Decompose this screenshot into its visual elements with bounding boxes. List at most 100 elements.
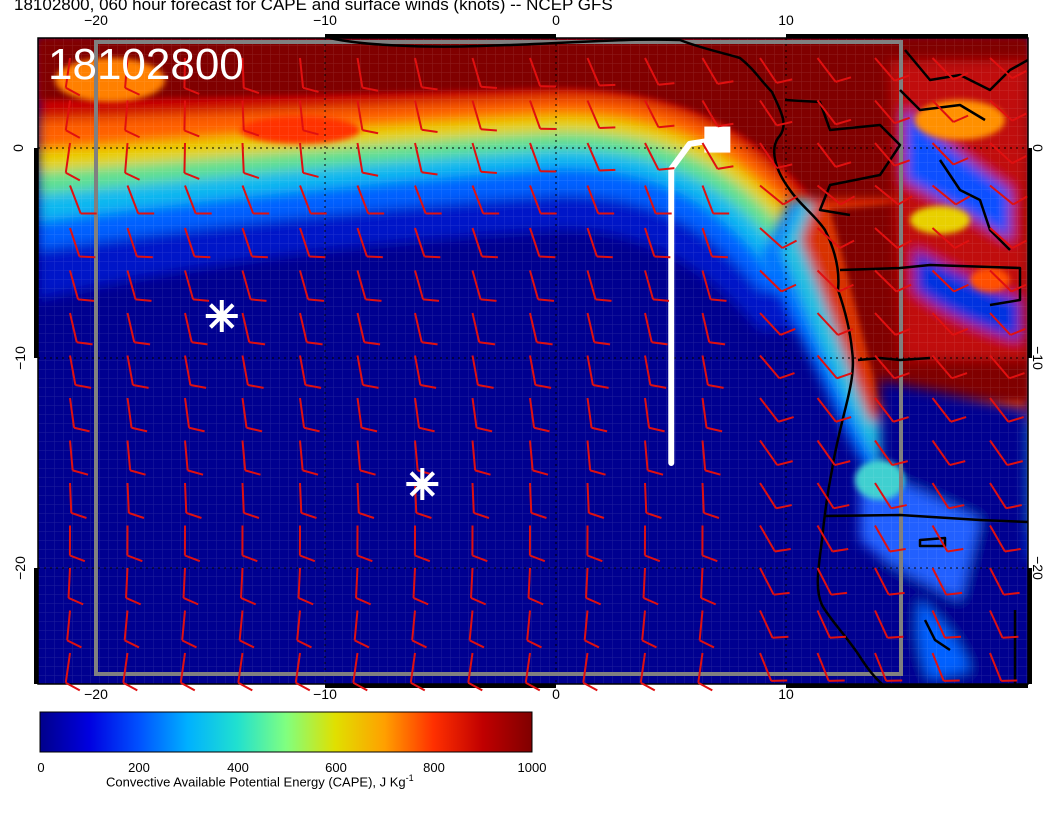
wind-barb: [529, 227, 556, 259]
markers: [205, 300, 439, 500]
wind-barb: [241, 312, 266, 346]
wind-barb: [701, 440, 721, 476]
wind-barb: [989, 312, 1026, 336]
wind-barb: [471, 270, 497, 302]
wind-barb: [874, 610, 904, 639]
wind-barb: [874, 142, 910, 167]
wind-barb: [700, 567, 717, 606]
wind-barb: [471, 142, 497, 175]
wind-barb: [698, 610, 715, 649]
wind-barb: [241, 227, 268, 259]
wind-barb: [529, 185, 557, 215]
wind-barb: [759, 269, 797, 293]
wind-barb: [241, 525, 258, 563]
wind-barb: [299, 100, 319, 136]
wind-barb: [701, 99, 734, 128]
colorbar-tick: 800: [423, 760, 445, 775]
wind-barb: [989, 439, 1023, 467]
wind-barb: [526, 610, 542, 649]
map-title: 18102800, 060 hour forecast for CAPE and…: [14, 0, 613, 14]
wind-barb: [816, 354, 853, 380]
wind-barb: [126, 312, 151, 346]
wind-barb: [69, 312, 93, 346]
wind-barb: [69, 440, 89, 476]
wind-barb: [414, 142, 438, 176]
wind-barb: [414, 482, 432, 519]
wind-barb: [299, 142, 319, 178]
lon-tick-top: −20: [84, 12, 108, 28]
wind-barb: [356, 100, 379, 135]
wind-barb: [414, 270, 440, 302]
wind-barb: [874, 227, 913, 249]
colorbar-label-text: Convective Available Potential Energy (C…: [106, 774, 406, 790]
colorbar: [39, 711, 533, 753]
wind-barb: [529, 100, 557, 130]
wind-barb: [237, 652, 253, 692]
storm-track: [668, 126, 731, 466]
wind-barb: [471, 397, 493, 433]
wind-barb: [759, 227, 798, 249]
wind-barb: [126, 525, 143, 563]
wind-barb: [989, 610, 1019, 639]
wind-barb: [874, 397, 909, 423]
wind-barb: [701, 525, 718, 563]
wind-barb: [470, 567, 487, 606]
lat-tick-left: −10: [11, 346, 28, 370]
wind-barb: [586, 397, 608, 433]
wind-barb: [931, 354, 968, 380]
wind-barb: [184, 270, 210, 302]
wind-barb: [356, 355, 379, 389]
wind-barb: [356, 397, 378, 433]
wind-barb: [124, 100, 140, 139]
wind-barb: [471, 355, 494, 389]
wind-barb: [184, 227, 211, 259]
wind-barb: [874, 567, 905, 596]
lon-tick-top: 10: [778, 12, 794, 28]
wind-barb: [931, 397, 967, 423]
wind-barb: [126, 227, 153, 259]
wind-barb: [411, 610, 427, 649]
wind-barb: [759, 525, 791, 553]
wind-barb: [356, 482, 375, 519]
asterisk-marker: [205, 300, 238, 332]
wind-barb: [184, 482, 202, 519]
wind-barb: [184, 440, 204, 476]
wind-barb: [931, 610, 961, 639]
wind-barb: [126, 482, 145, 519]
wind-barb: [586, 270, 612, 302]
wind-barb: [468, 610, 485, 649]
wind-barb: [471, 100, 497, 132]
wind-barb: [69, 397, 90, 433]
wind-barb: [644, 100, 675, 129]
wind-barb: [874, 99, 910, 125]
wind-barb: [874, 312, 911, 336]
wind-barb: [701, 312, 726, 346]
wind-barb: [816, 312, 854, 336]
wind-barb: [126, 397, 148, 433]
wind-barbs: [64, 57, 1028, 692]
wind-barb: [701, 270, 727, 302]
wind-barb: [989, 397, 1024, 423]
wind-barb: [524, 652, 541, 692]
wind-barb: [356, 142, 379, 177]
lon-tick-top: −10: [313, 12, 337, 28]
wind-barb: [241, 142, 260, 179]
wind-barb: [874, 525, 906, 553]
wind-barb: [874, 652, 903, 682]
wind-barb: [874, 354, 910, 380]
lat-tick-right: 0: [1029, 144, 1046, 152]
wind-barb: [989, 482, 1022, 510]
wind-barb: [64, 57, 81, 97]
wind-barb: [356, 185, 385, 215]
wind-barb: [586, 355, 609, 389]
wind-barb: [816, 610, 846, 639]
wind-barb: [529, 142, 557, 173]
wind-barb: [931, 525, 964, 553]
lon-tick-bottom: −10: [313, 686, 337, 702]
wind-barb: [471, 312, 496, 346]
wind-barb: [989, 354, 1025, 380]
wind-barb: [639, 652, 656, 692]
wind-barb: [297, 567, 314, 606]
wind-barb: [759, 439, 793, 467]
wind-barb: [874, 269, 912, 293]
